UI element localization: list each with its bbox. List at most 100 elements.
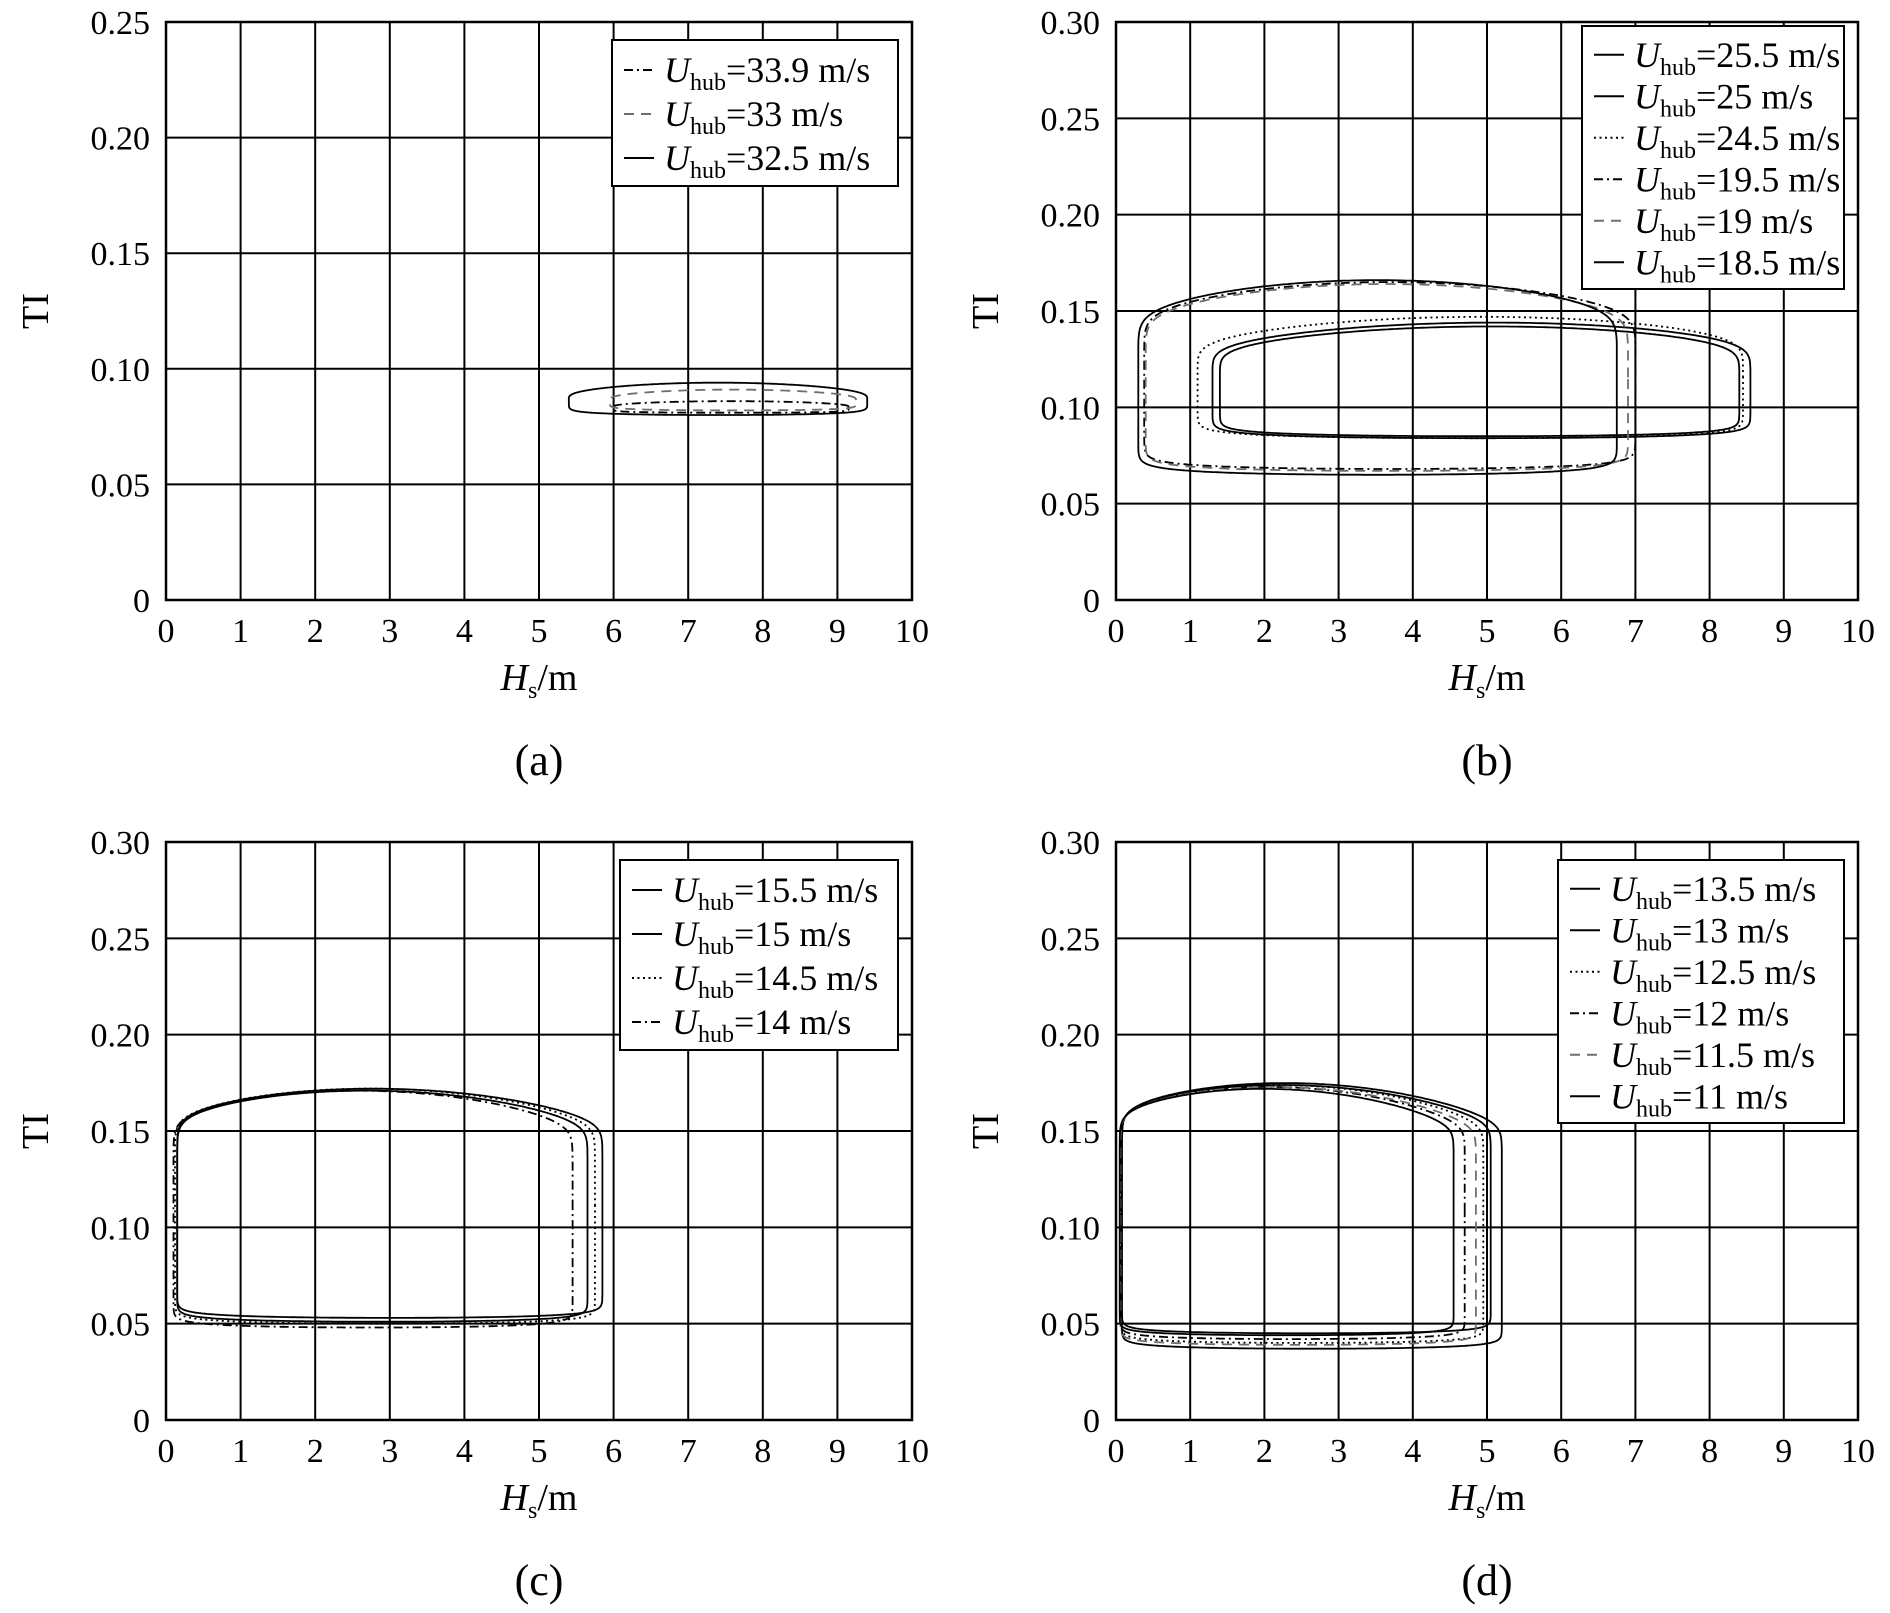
y-tick-label: 0.05: [1041, 487, 1101, 524]
series-line-d-5: [1118, 1087, 1455, 1337]
x-tick-label: 6: [1553, 613, 1570, 650]
y-tick-label: 0.20: [1041, 198, 1101, 235]
y-tick-label: 0.25: [1041, 921, 1101, 958]
legend-entry: Uhub=11.5 m/s: [1610, 1035, 1815, 1081]
x-tick-label: 8: [754, 1433, 771, 1470]
series-line-c-1: [176, 1089, 589, 1323]
legend-subscript: hub: [1636, 930, 1672, 956]
legend-symbol: U: [664, 138, 692, 178]
y-tick-label: 0: [1083, 1403, 1100, 1440]
legend-subscript: hub: [698, 1022, 734, 1048]
plot-frame: [164, 840, 914, 1422]
plot-frame: [1114, 840, 1860, 1422]
x-tick-label: 1: [1182, 1433, 1199, 1470]
legend-value: =14.5 m/s: [734, 958, 878, 998]
series-line-b-5: [1137, 279, 1618, 476]
legend-subscript: hub: [1660, 179, 1696, 205]
legend-entry: Uhub=14 m/s: [672, 1002, 851, 1048]
legend-symbol: U: [664, 94, 692, 134]
legend-value: =11.5 m/s: [1672, 1035, 1815, 1075]
y-tick-label: 0.20: [91, 121, 151, 158]
x-tick-label: 8: [1701, 613, 1718, 650]
chart-panel-a: 0 1 2 3 4 5 6 7 8 9 10 0 0.05 0.10 0.15 0.20 0.25 TI Hs/m (…: [15, 5, 929, 785]
x-tick-label: 4: [456, 613, 473, 650]
y-tick-label: 0.20: [1041, 1018, 1101, 1055]
legend-entry: Uhub=33 m/s: [664, 94, 843, 140]
x-axis-title: Hs/m: [500, 1477, 578, 1524]
legend-entry: Uhub=15.5 m/s: [672, 870, 878, 916]
y-tick-label: 0.15: [1041, 294, 1101, 331]
legend-symbol: U: [664, 50, 692, 90]
x-tick-label: 10: [895, 1433, 929, 1470]
legend-value: =33.9 m/s: [726, 50, 870, 90]
legend-entry: Uhub=12.5 m/s: [1610, 952, 1816, 998]
legend-entry: Uhub=11 m/s: [1610, 1076, 1788, 1122]
x-tick-label: 3: [381, 1433, 398, 1470]
legend-symbol: U: [1634, 159, 1662, 199]
x-axis-subscript: s: [528, 678, 537, 704]
x-axis-subscript: s: [1476, 678, 1485, 704]
x-tick-label: 0: [158, 1433, 175, 1470]
legend-subscript: hub: [690, 158, 726, 184]
legend-subscript: hub: [1636, 1055, 1672, 1081]
legend-symbol: U: [1634, 35, 1662, 75]
x-tick-label: 10: [895, 613, 929, 650]
y-tick-label: 0.05: [91, 467, 151, 504]
y-tick-label: 0.15: [91, 1114, 151, 1151]
y-tick-label: 0.30: [1041, 825, 1101, 862]
y-tick-label: 0.20: [91, 1018, 151, 1055]
y-axis-title: TI: [15, 1113, 57, 1149]
legend-value: =33 m/s: [726, 94, 843, 134]
legend-subscript: hub: [1660, 262, 1696, 288]
x-tick-label: 5: [531, 613, 548, 650]
y-tick-label: 0.25: [1041, 101, 1101, 138]
panel-label: (b): [1461, 736, 1512, 785]
panel-label: (a): [515, 736, 564, 785]
legend-box: [1581, 25, 1845, 290]
legend-symbol: U: [672, 958, 700, 998]
legend-symbol: U: [1634, 201, 1662, 241]
legend-value: =12.5 m/s: [1672, 952, 1816, 992]
x-tick-label: 7: [680, 1433, 697, 1470]
y-tick-label: 0: [133, 1403, 150, 1440]
plot-frame: [1114, 20, 1860, 602]
legend-entry: Uhub=25.5 m/s: [1634, 35, 1840, 81]
legend-entry: Uhub=12 m/s: [1610, 993, 1789, 1039]
x-axis-unit: /m: [537, 657, 577, 699]
legend-symbol: U: [1634, 76, 1662, 116]
legend-subscript: hub: [698, 934, 734, 960]
x-tick-label: 10: [1841, 613, 1875, 650]
legend-entry: Uhub=13 m/s: [1610, 910, 1789, 956]
chart-panel-c: 0 1 2 3 4 5 6 7 8 9 10 0 0.05 0.10 0.15 0.20 0.25 0.30 TI H…: [15, 825, 929, 1605]
x-axis-unit: /m: [537, 1477, 577, 1519]
legend-entry: Uhub=14.5 m/s: [672, 958, 878, 1004]
x-tick-label: 7: [1627, 613, 1644, 650]
x-tick-label: 8: [754, 613, 771, 650]
x-tick-label: 3: [381, 613, 398, 650]
y-tick-label: 0.10: [91, 1210, 151, 1247]
x-tick-label: 0: [158, 613, 175, 650]
legend-entry: Uhub=25 m/s: [1634, 76, 1813, 122]
legend-symbol: U: [672, 914, 700, 954]
legend-subscript: hub: [1636, 972, 1672, 998]
legend-entry: Uhub=24.5 m/s: [1634, 118, 1840, 164]
legend-symbol: U: [1610, 910, 1638, 950]
legend-box: [1557, 859, 1845, 1124]
legend-subscript: hub: [1636, 1013, 1672, 1039]
y-tick-label: 0.05: [91, 1307, 151, 1344]
series-line-b-4: [1144, 283, 1629, 472]
x-tick-label: 8: [1701, 1433, 1718, 1470]
y-tick-label: 0.15: [1041, 1114, 1101, 1151]
x-tick-label: 9: [829, 1433, 846, 1470]
x-tick-label: 0: [1108, 613, 1125, 650]
legend-box: [619, 859, 899, 1051]
x-axis-unit: /m: [1485, 1477, 1525, 1519]
y-axis-title: TI: [965, 293, 1007, 329]
legend-symbol: U: [1610, 1076, 1638, 1116]
legend-value: =15 m/s: [734, 914, 851, 954]
y-tick-label: 0.10: [1041, 390, 1101, 427]
x-tick-label: 9: [1775, 1433, 1792, 1470]
legend-value: =19.5 m/s: [1696, 159, 1840, 199]
legend-subscript: hub: [698, 890, 734, 916]
x-axis-title: Hs/m: [1448, 657, 1526, 704]
